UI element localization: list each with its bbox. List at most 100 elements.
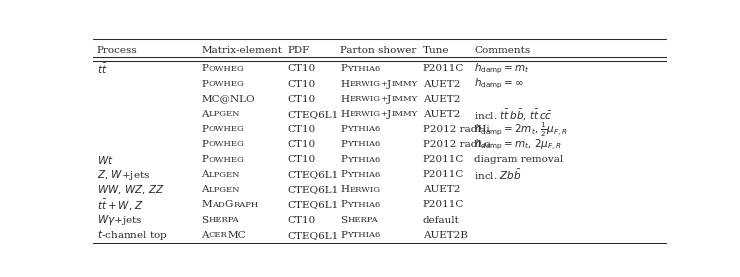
- Text: OWHEG: OWHEG: [209, 156, 244, 164]
- Text: CTEQ6L1: CTEQ6L1: [287, 185, 339, 194]
- Text: $h_{\rm damp} = 2m_t$, $\frac{1}{2}\mu_{F,R}$: $h_{\rm damp} = 2m_t$, $\frac{1}{2}\mu_{…: [474, 120, 568, 138]
- Text: +: +: [380, 80, 387, 88]
- Text: ERWIG: ERWIG: [349, 95, 380, 103]
- Text: P: P: [340, 155, 347, 164]
- Text: P: P: [201, 140, 209, 149]
- Text: AUET2: AUET2: [423, 185, 460, 194]
- Text: YTHIA6: YTHIA6: [347, 156, 380, 164]
- Text: A: A: [201, 110, 209, 119]
- Text: P: P: [340, 170, 347, 179]
- Text: Comments: Comments: [474, 46, 530, 55]
- Text: $h_{\rm damp} = m_t$: $h_{\rm damp} = m_t$: [474, 62, 529, 76]
- Text: CT10: CT10: [287, 125, 316, 134]
- Text: IMMY: IMMY: [391, 110, 417, 118]
- Text: $W\gamma$+jets: $W\gamma$+jets: [96, 213, 142, 227]
- Text: A: A: [201, 231, 209, 240]
- Text: M: M: [201, 201, 212, 209]
- Text: MC: MC: [228, 231, 246, 240]
- Text: CTEQ6L1: CTEQ6L1: [287, 170, 339, 179]
- Text: OWHEG: OWHEG: [209, 125, 244, 134]
- Text: CT10: CT10: [287, 79, 316, 89]
- Text: P: P: [340, 65, 347, 73]
- Text: YTHIA6: YTHIA6: [347, 171, 380, 179]
- Text: OWHEG: OWHEG: [209, 140, 244, 148]
- Text: H: H: [340, 79, 349, 89]
- Text: Matrix-element: Matrix-element: [201, 46, 283, 55]
- Text: IMMY: IMMY: [391, 80, 417, 88]
- Text: OWHEG: OWHEG: [209, 80, 244, 88]
- Text: CT10: CT10: [287, 95, 316, 104]
- Text: incl. $t\bar{t}\,b\bar{b}$, $t\bar{t}\,c\bar{c}$: incl. $t\bar{t}\,b\bar{b}$, $t\bar{t}\,c…: [474, 107, 552, 122]
- Text: LPGEN: LPGEN: [209, 186, 240, 194]
- Text: H: H: [340, 185, 349, 194]
- Text: AUET2: AUET2: [423, 79, 460, 89]
- Text: ERWIG: ERWIG: [349, 110, 380, 118]
- Text: CTEQ6L1: CTEQ6L1: [287, 201, 339, 209]
- Text: AD: AD: [212, 201, 225, 209]
- Text: $Wt$: $Wt$: [96, 154, 113, 166]
- Text: Tune: Tune: [423, 46, 449, 55]
- Text: AUET2: AUET2: [423, 95, 460, 104]
- Text: IMMY: IMMY: [391, 95, 417, 103]
- Text: P: P: [340, 231, 347, 240]
- Text: J: J: [387, 79, 391, 89]
- Text: P2012 radHi: P2012 radHi: [423, 125, 489, 134]
- Text: AUET2B: AUET2B: [423, 231, 468, 240]
- Text: P2011C: P2011C: [423, 201, 464, 209]
- Text: G: G: [225, 201, 233, 209]
- Text: default: default: [423, 216, 460, 225]
- Text: +: +: [380, 95, 387, 103]
- Text: AUET2: AUET2: [423, 110, 460, 119]
- Text: LPGEN: LPGEN: [209, 110, 240, 118]
- Text: P: P: [340, 125, 347, 134]
- Text: Process: Process: [96, 46, 137, 55]
- Text: P: P: [201, 155, 209, 164]
- Text: P2011C: P2011C: [423, 155, 464, 164]
- Text: RAPH: RAPH: [233, 201, 258, 209]
- Text: P2012 radLo: P2012 radLo: [423, 140, 491, 149]
- Text: HERPA: HERPA: [347, 216, 378, 224]
- Text: YTHIA6: YTHIA6: [347, 201, 380, 209]
- Text: +: +: [380, 110, 387, 118]
- Text: OWHEG: OWHEG: [209, 65, 244, 73]
- Text: $t\bar{t}+W$, $Z$: $t\bar{t}+W$, $Z$: [96, 198, 144, 212]
- Text: HERPA: HERPA: [209, 216, 239, 224]
- Text: CTEQ6L1: CTEQ6L1: [287, 110, 339, 119]
- Text: $t\bar{t}$: $t\bar{t}$: [96, 62, 107, 76]
- Text: YTHIA6: YTHIA6: [347, 125, 380, 134]
- Text: Parton shower: Parton shower: [340, 46, 417, 55]
- Text: CER: CER: [209, 231, 228, 239]
- Text: MC@NLO: MC@NLO: [201, 95, 255, 104]
- Text: CT10: CT10: [287, 65, 316, 73]
- Text: P: P: [201, 125, 209, 134]
- Text: CTEQ6L1: CTEQ6L1: [287, 231, 339, 240]
- Text: H: H: [340, 95, 349, 104]
- Text: J: J: [387, 95, 391, 104]
- Text: incl. $Zb\bar{b}$: incl. $Zb\bar{b}$: [474, 168, 522, 182]
- Text: P: P: [340, 140, 347, 149]
- Text: CT10: CT10: [287, 155, 316, 164]
- Text: $h_{\rm damp} = \infty$: $h_{\rm damp} = \infty$: [474, 77, 524, 91]
- Text: H: H: [340, 110, 349, 119]
- Text: P: P: [201, 79, 209, 89]
- Text: CT10: CT10: [287, 140, 316, 149]
- Text: CT10: CT10: [287, 216, 316, 225]
- Text: $h_{\rm damp} = m_t$, $2\mu_{F,R}$: $h_{\rm damp} = m_t$, $2\mu_{F,R}$: [474, 137, 562, 152]
- Text: YTHIA6: YTHIA6: [347, 140, 380, 148]
- Text: PDF: PDF: [287, 46, 310, 55]
- Text: S: S: [201, 216, 209, 225]
- Text: $t$-channel top: $t$-channel top: [96, 228, 167, 242]
- Text: P: P: [340, 201, 347, 209]
- Text: A: A: [201, 170, 209, 179]
- Text: $Z$, $W$+jets: $Z$, $W$+jets: [96, 168, 149, 182]
- Text: ERWIG: ERWIG: [349, 186, 380, 194]
- Text: YTHIA6: YTHIA6: [347, 65, 380, 73]
- Text: S: S: [340, 216, 347, 225]
- Text: ERWIG: ERWIG: [349, 80, 380, 88]
- Text: P: P: [201, 65, 209, 73]
- Text: J: J: [387, 110, 391, 119]
- Text: $WW$, $WZ$, $ZZ$: $WW$, $WZ$, $ZZ$: [96, 183, 164, 196]
- Text: LPGEN: LPGEN: [209, 171, 240, 179]
- Text: diagram removal: diagram removal: [474, 155, 563, 164]
- Text: YTHIA6: YTHIA6: [347, 231, 380, 239]
